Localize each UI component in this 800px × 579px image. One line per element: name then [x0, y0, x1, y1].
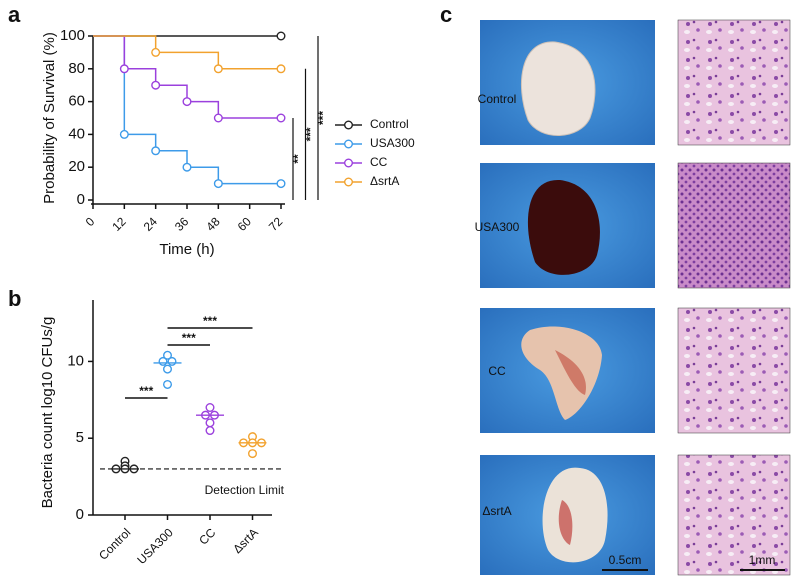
point — [151, 47, 161, 57]
point — [151, 146, 161, 156]
panel-label: a — [8, 2, 21, 27]
point — [276, 31, 286, 41]
x-axis-title: Time (h) — [159, 241, 214, 258]
point — [151, 80, 161, 90]
point — [213, 64, 223, 74]
y-tick-label: 10 — [67, 352, 84, 369]
x-tick-label: Control — [96, 525, 133, 562]
significance-label: ** — [291, 154, 305, 164]
x-tick-label: 36 — [172, 214, 192, 234]
detection-limit-label: Detection Limit — [205, 483, 285, 497]
y-tick-label: 80 — [68, 60, 85, 77]
legend-label: Control — [370, 117, 409, 131]
photo-panel — [480, 19, 791, 576]
y-axis-title: Bacteria count log10 CFUs/g — [39, 317, 56, 509]
point — [276, 113, 286, 123]
legend-label: ΔsrtA — [370, 174, 399, 188]
y-tick-label: 5 — [76, 429, 84, 446]
survival-line — [93, 35, 281, 119]
x-tick-label: USA300 — [134, 525, 176, 567]
x-tick-label: 24 — [141, 214, 161, 234]
panel-label: c — [440, 2, 452, 27]
x-tick-label: ΔsrtA — [230, 525, 261, 556]
scale-bar-label: 1mm — [749, 553, 776, 567]
significance-label: *** — [139, 384, 153, 398]
point — [213, 113, 223, 123]
x-tick-label: 72 — [266, 214, 286, 234]
point — [182, 162, 192, 172]
point — [162, 364, 172, 374]
significance-label: *** — [304, 127, 318, 141]
x-tick-label: 0 — [83, 214, 98, 229]
point — [162, 379, 172, 389]
legend-label: CC — [370, 155, 388, 169]
point — [276, 64, 286, 74]
survival-line — [93, 35, 281, 185]
point — [167, 356, 177, 366]
significance-label: *** — [182, 331, 196, 345]
y-tick-label: 20 — [68, 158, 85, 175]
x-tick-label: 12 — [109, 214, 129, 234]
point — [247, 449, 257, 459]
legend-marker — [344, 120, 354, 130]
row-label: ΔsrtA — [482, 504, 511, 518]
point — [158, 356, 168, 366]
legend-marker — [344, 177, 354, 187]
point — [205, 403, 215, 413]
point — [276, 179, 286, 189]
y-tick-label: 100 — [60, 27, 85, 44]
x-tick-label: 60 — [235, 214, 255, 234]
significance-label: *** — [203, 314, 217, 328]
y-tick-label: 0 — [76, 506, 84, 523]
point — [119, 129, 129, 139]
row-label: USA300 — [475, 220, 520, 234]
y-axis-title: Probability of Survival (%) — [41, 32, 58, 204]
point — [205, 418, 215, 428]
y-tick-label: 60 — [68, 93, 85, 110]
panel-label: b — [8, 286, 21, 311]
point — [213, 179, 223, 189]
point — [182, 97, 192, 107]
row-label: CC — [488, 364, 506, 378]
survival-line — [93, 35, 281, 70]
significance-label: *** — [316, 111, 330, 125]
point — [119, 64, 129, 74]
y-tick-label: 0 — [77, 191, 85, 208]
y-tick-label: 40 — [68, 125, 85, 142]
x-tick-label: 48 — [203, 214, 223, 234]
scale-bar-label: 0.5cm — [609, 553, 642, 567]
x-tick-label: CC — [196, 525, 218, 547]
legend-marker — [344, 139, 354, 149]
row-label: Control — [478, 92, 517, 106]
legend-marker — [344, 158, 354, 168]
point — [162, 350, 172, 360]
legend-label: USA300 — [370, 136, 415, 150]
point — [205, 426, 215, 436]
